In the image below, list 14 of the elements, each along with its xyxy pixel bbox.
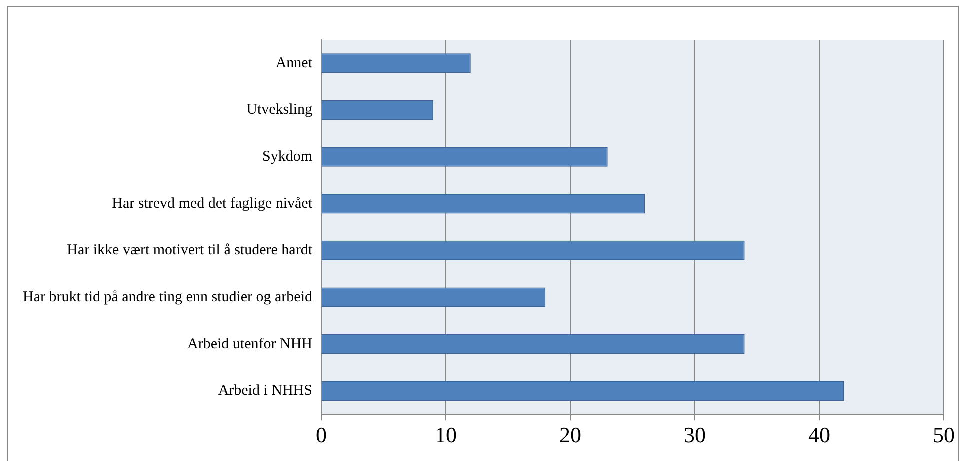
- y-tick-label: Utveksling: [246, 102, 313, 118]
- y-tick-label: Har strevd med det faglige nivået: [112, 196, 314, 212]
- x-tick-label: 20: [560, 422, 582, 448]
- y-tick-label: Har ikke vært motivert til å studere hardt: [67, 242, 314, 259]
- x-tick-label: 30: [684, 422, 706, 448]
- y-tick-label: Sykdom: [262, 149, 313, 165]
- y-tick-label: Har brukt tid på andre ting enn studier og arbeid: [22, 289, 313, 306]
- x-tick-label: 40: [808, 422, 830, 448]
- x-tick-label: 10: [435, 422, 457, 448]
- x-tick-label: 0: [316, 422, 327, 448]
- y-tick-label: Annet: [276, 55, 314, 72]
- y-tick-label: Arbeid i NHHS: [218, 383, 312, 400]
- x-tick-label: 50: [933, 422, 955, 448]
- y-tick-label: Arbeid utenfor NHH: [188, 336, 313, 352]
